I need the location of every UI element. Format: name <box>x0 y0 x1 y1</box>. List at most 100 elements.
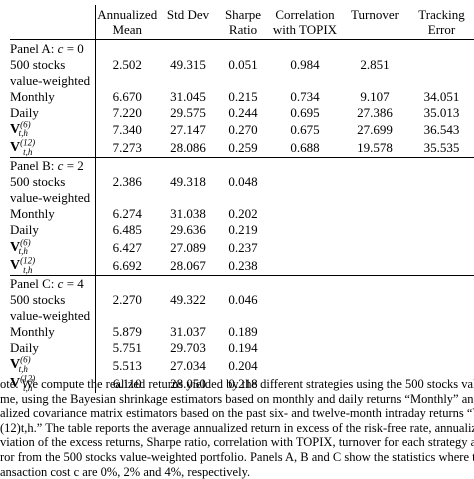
empty-cell <box>95 72 159 88</box>
cell-std: 31.038 <box>170 206 206 222</box>
cell-std: 29.636 <box>170 222 206 238</box>
cell-turnover: 19.578 <box>357 140 393 156</box>
cell-corr: 0.695 <box>290 104 320 120</box>
cell-std: 27.089 <box>170 239 206 255</box>
row-label: 500 stocks <box>10 291 96 308</box>
table-row: V(12)t,h 6.110 28.050 0.218 <box>10 373 474 393</box>
row-label: Monthly <box>10 323 96 340</box>
panel-title-row: Panel B: c = 2 <box>10 156 474 174</box>
cell-std: 49.322 <box>170 292 206 308</box>
panel-title: Panel B: c = 2 <box>10 156 96 174</box>
cell-turnover <box>341 206 409 222</box>
matrix-v-symbol: V(6)t,h <box>10 236 31 257</box>
table-row: Daily 5.751 29.703 0.194 <box>10 339 474 356</box>
empty-cell <box>159 72 217 88</box>
matrix-v-symbol: V(12)t,h <box>10 373 36 393</box>
matrix-v-symbol: V(12)t,h <box>10 255 36 275</box>
cell-turnover <box>341 340 409 356</box>
empty-cell <box>95 308 159 324</box>
cell-mean: 2.502 <box>112 56 142 72</box>
cell-corr <box>269 238 341 256</box>
notes-line: viation of the excess returns, Sharpe ra… <box>0 435 474 450</box>
cell-sharpe: 0.237 <box>228 239 258 255</box>
empty-cell <box>341 190 409 206</box>
cell-turnover: 27.699 <box>357 121 393 137</box>
cell-mean: 7.273 <box>112 140 142 156</box>
row-label: 500 stocks <box>10 173 96 190</box>
cell-te <box>409 324 474 340</box>
cell-te <box>409 292 474 308</box>
cell-mean: 2.270 <box>112 292 142 308</box>
row-label: value-weighted <box>10 72 96 88</box>
table-row: 500 stocks 2.270 49.322 0.046 <box>10 291 474 308</box>
header-cell-turnover: Turnover <box>341 5 409 40</box>
cell-te: 34.051 <box>423 88 460 104</box>
cell-mean: 6.692 <box>112 258 142 274</box>
empty-cell <box>341 156 409 174</box>
cell-mean: 5.751 <box>112 340 142 356</box>
empty-cell <box>95 39 159 56</box>
cell-sharpe: 0.218 <box>228 375 258 391</box>
cell-sharpe: 0.244 <box>228 104 258 120</box>
cell-sharpe: 0.259 <box>228 140 258 156</box>
cell-te <box>409 56 474 72</box>
cell-std: 49.318 <box>170 174 206 190</box>
cell-corr: 0.984 <box>290 56 320 72</box>
cell-std: 27.147 <box>170 121 206 137</box>
cell-sharpe: 0.051 <box>228 56 258 72</box>
results-table: Annualized Mean Std Dev Sharpe Ratio Cor… <box>10 5 474 393</box>
cell-corr: 0.734 <box>290 88 320 104</box>
table-row-continuation: value-weighted <box>10 72 474 88</box>
empty-cell <box>217 190 269 206</box>
table-notes: ote: We compute the realized returns yie… <box>0 377 474 479</box>
cell-std: 28.086 <box>170 140 206 156</box>
table-row: Monthly 6.670 31.045 0.215 0.734 9.107 34.051 <box>10 88 474 104</box>
table-row: V(12)t,h 6.692 28.067 0.238 <box>10 255 474 276</box>
cell-mean: 5.879 <box>112 324 142 340</box>
cell-corr <box>269 206 341 222</box>
cell-turnover <box>341 222 409 238</box>
row-label: V(6)t,h <box>10 236 96 257</box>
cell-corr <box>269 256 341 275</box>
empty-cell <box>409 308 474 324</box>
cell-te: 36.543 <box>423 121 460 137</box>
cell-te <box>409 340 474 356</box>
cell-sharpe: 0.219 <box>228 222 258 238</box>
table-row: V(6)t,h 6.427 27.089 0.237 <box>10 236 474 257</box>
empty-cell <box>217 308 269 324</box>
cell-mean: 6.110 <box>112 375 142 391</box>
notes-line: me, using the Bayesian shrinkage estimat… <box>0 391 474 406</box>
empty-cell <box>269 39 341 56</box>
cell-sharpe: 0.270 <box>228 121 258 137</box>
empty-cell <box>95 190 159 206</box>
header-cell-corr: Correlation with TOPIX <box>269 5 341 40</box>
cell-mean: 6.274 <box>112 206 142 222</box>
empty-cell <box>409 72 474 88</box>
cell-std: 28.067 <box>170 258 206 274</box>
cell-mean: 7.340 <box>112 121 142 137</box>
panel-title-row: Panel C: c = 4 <box>10 274 474 292</box>
empty-cell <box>159 308 217 324</box>
empty-cell <box>341 39 409 56</box>
table-body: Panel A: c = 0 500 stocks 2.502 49.315 0.051… <box>10 39 474 393</box>
cell-std: 27.034 <box>170 357 206 373</box>
cell-std: 28.050 <box>170 375 206 391</box>
empty-cell <box>341 308 409 324</box>
empty-cell <box>269 72 341 88</box>
cell-sharpe: 0.204 <box>228 357 258 373</box>
row-label: V(12)t,h <box>10 255 96 276</box>
table-row: Monthly 6.274 31.038 0.202 <box>10 205 474 222</box>
cell-sharpe: 0.215 <box>228 88 258 104</box>
row-label: V(12)t,h <box>10 373 96 393</box>
panel-title: Panel C: c = 4 <box>10 274 96 292</box>
table-row: V(6)t,h 5.513 27.034 0.204 <box>10 354 474 375</box>
cell-corr: 0.688 <box>290 140 320 156</box>
matrix-v-symbol: V(12)t,h <box>10 137 36 157</box>
row-label: Monthly <box>10 205 96 222</box>
cell-turnover <box>341 238 409 256</box>
cell-mean: 5.513 <box>112 357 142 373</box>
cell-sharpe: 0.202 <box>228 206 258 222</box>
header-cell-sharpe: Sharpe Ratio <box>217 5 269 40</box>
matrix-v-symbol: V(6)t,h <box>10 354 31 375</box>
row-label: value-weighted <box>10 189 96 206</box>
